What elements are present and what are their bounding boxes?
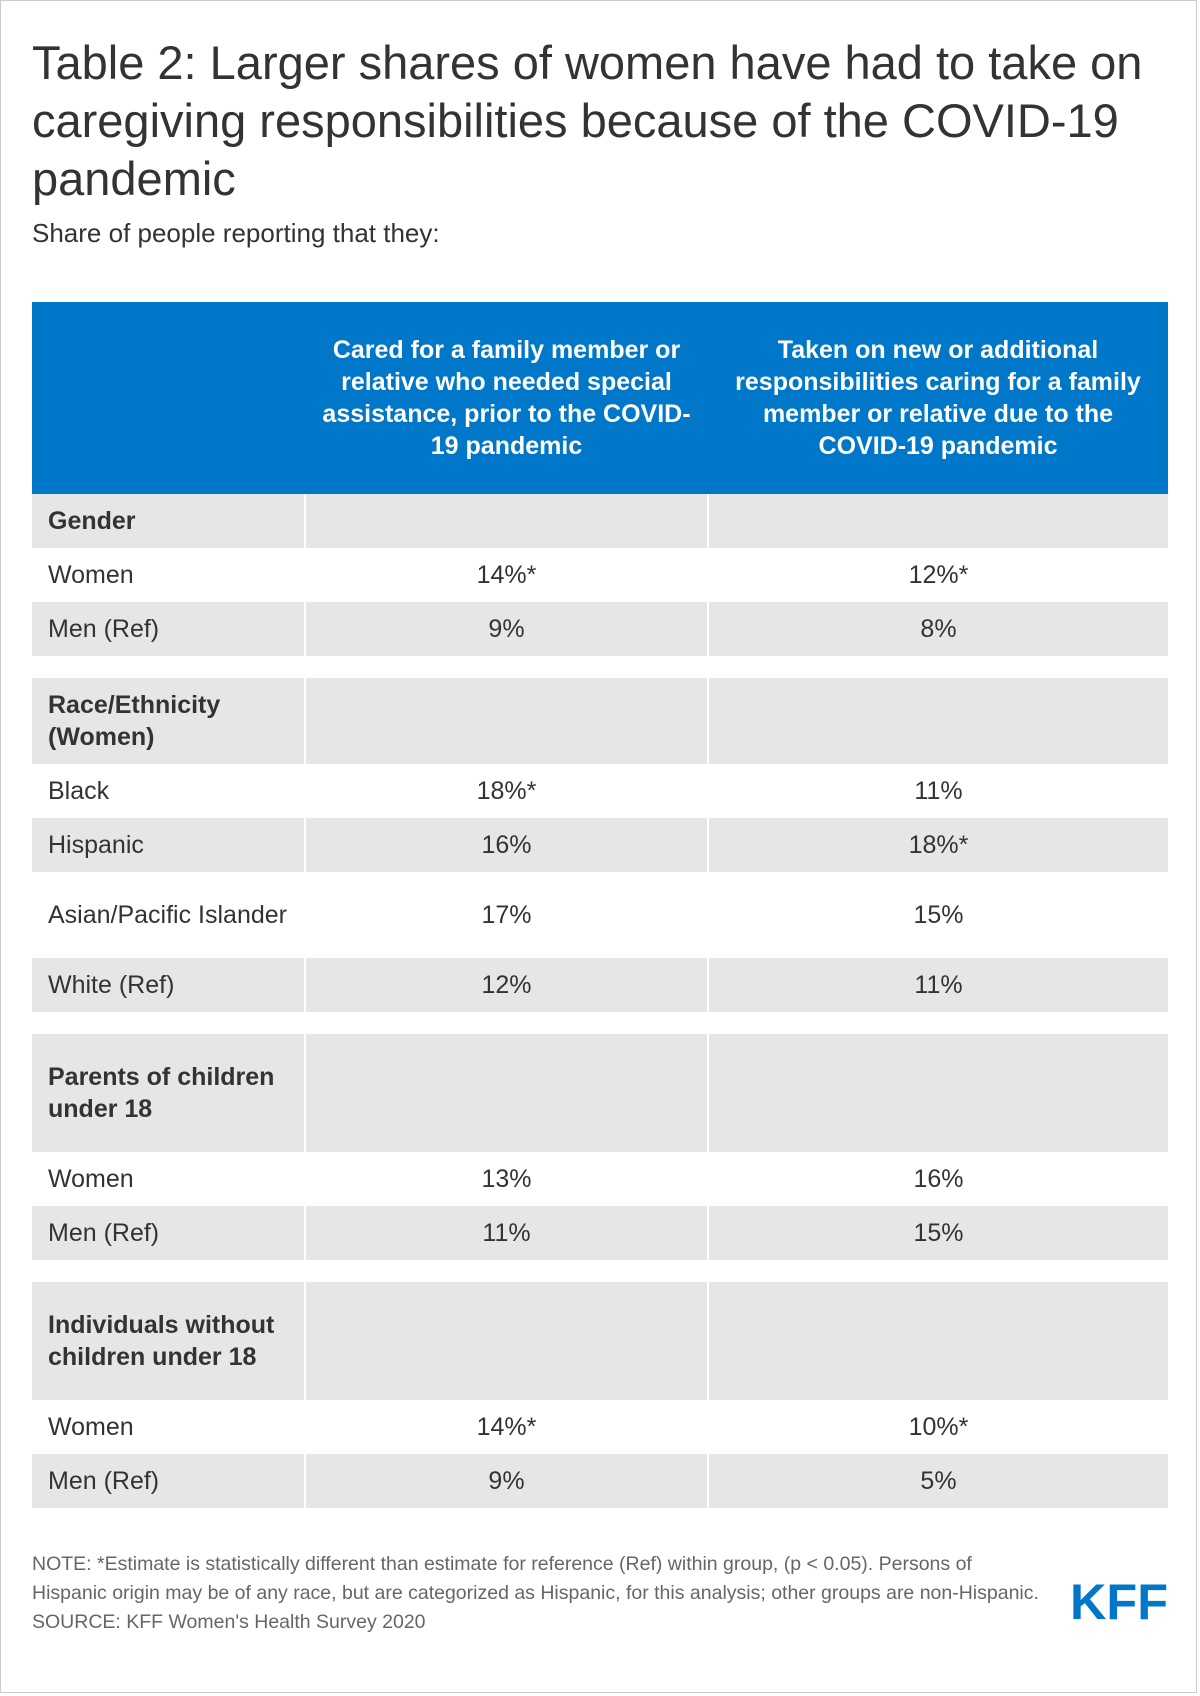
value-new: 10%* <box>707 1400 1168 1454</box>
table-row: Men (Ref) 9% 8% <box>32 602 1168 656</box>
value-prior: 14%* <box>304 1400 708 1454</box>
table-row: Women 14%* 10%* <box>32 1400 1168 1454</box>
value-prior: 16% <box>304 818 708 872</box>
data-table: Cared for a family member or relative wh… <box>32 302 1168 1508</box>
table-row: Women 14%* 12%* <box>32 548 1168 602</box>
group-label: Parents of children under 18 <box>32 1034 305 1152</box>
row-label: Hispanic <box>32 818 305 872</box>
chart-subtitle: Share of people reporting that they: <box>32 218 440 248</box>
group-cell-blank <box>304 1034 708 1152</box>
table-row: Women 13% 16% <box>32 1152 1168 1206</box>
value-new: 11% <box>707 958 1168 1012</box>
group-row-without-children: Individuals without children under 18 <box>32 1282 1168 1400</box>
row-label: Men (Ref) <box>32 602 305 656</box>
kff-logo: KFF <box>1070 1578 1168 1624</box>
row-label: Women <box>32 1152 305 1206</box>
value-new: 11% <box>707 764 1168 818</box>
footnotes: NOTE: *Estimate is statistically differe… <box>32 1550 1042 1637</box>
source-text: SOURCE: KFF Women's Health Survey 2020 <box>32 1611 426 1633</box>
value-new: 8% <box>707 602 1168 656</box>
group-cell-blank <box>304 1282 708 1400</box>
group-row-race-ethnicity: Race/Ethnicity (Women) <box>32 678 1168 764</box>
value-prior: 13% <box>304 1152 708 1206</box>
row-label: Black <box>32 764 305 818</box>
group-spacer <box>32 1260 1168 1282</box>
note-text: NOTE: *Estimate is statistically differe… <box>32 1553 1039 1604</box>
group-spacer <box>32 1012 1168 1034</box>
group-spacer <box>32 656 1168 678</box>
table-row: White (Ref) 12% 11% <box>32 958 1168 1012</box>
table-row: Men (Ref) 11% 15% <box>32 1206 1168 1260</box>
row-label: Women <box>32 1400 305 1454</box>
group-label: Gender <box>32 494 305 548</box>
value-new: 15% <box>707 1206 1168 1260</box>
value-new: 5% <box>707 1454 1168 1508</box>
table-row: Men (Ref) 9% 5% <box>32 1454 1168 1508</box>
group-label: Individuals without children under 18 <box>32 1282 305 1400</box>
group-cell-blank <box>707 1282 1168 1400</box>
group-cell-blank <box>707 1034 1168 1152</box>
value-prior: 11% <box>304 1206 708 1260</box>
group-cell-blank <box>707 678 1168 764</box>
group-row-gender: Gender <box>32 494 1168 548</box>
value-new: 16% <box>707 1152 1168 1206</box>
row-label: Asian/Pacific Islander <box>32 872 305 958</box>
table-row: Black 18%* 11% <box>32 764 1168 818</box>
value-new: 15% <box>707 872 1168 958</box>
row-label: Men (Ref) <box>32 1454 305 1508</box>
group-cell-blank <box>304 494 708 548</box>
table-row: Hispanic 16% 18%* <box>32 818 1168 872</box>
group-cell-blank <box>707 494 1168 548</box>
header-row: Cared for a family member or relative wh… <box>32 302 1168 494</box>
value-prior: 9% <box>304 602 708 656</box>
kff-logo-text: KFF <box>1070 1578 1168 1624</box>
row-label: Men (Ref) <box>32 1206 305 1260</box>
table-row: Asian/Pacific Islander 17% 15% <box>32 872 1168 958</box>
value-prior: 12% <box>304 958 708 1012</box>
value-prior: 17% <box>304 872 708 958</box>
value-new: 18%* <box>707 818 1168 872</box>
chart-title: Table 2: Larger shares of women have had… <box>32 36 1143 205</box>
header-prior-care: Cared for a family member or relative wh… <box>305 302 708 494</box>
group-row-parents: Parents of children under 18 <box>32 1034 1168 1152</box>
row-label: Women <box>32 548 305 602</box>
row-label: White (Ref) <box>32 958 305 1012</box>
group-label: Race/Ethnicity (Women) <box>32 678 305 764</box>
value-prior: 18%* <box>304 764 708 818</box>
value-prior: 9% <box>304 1454 708 1508</box>
header-blank <box>32 302 305 494</box>
header-new-care: Taken on new or additional responsibilit… <box>708 302 1168 494</box>
value-prior: 14%* <box>304 548 708 602</box>
value-new: 12%* <box>707 548 1168 602</box>
group-cell-blank <box>304 678 708 764</box>
